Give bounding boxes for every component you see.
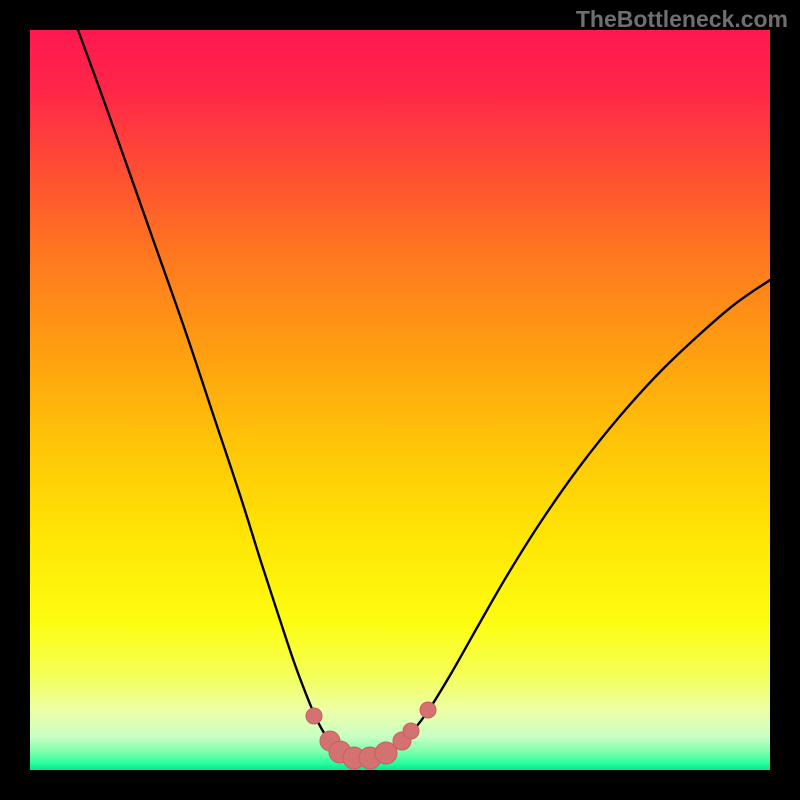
chart-plot-area: [30, 30, 770, 770]
data-marker: [306, 708, 322, 724]
data-marker: [420, 702, 436, 718]
gradient-background: [30, 30, 770, 770]
chart-svg: [30, 30, 770, 770]
data-marker: [403, 723, 419, 739]
chart-outer-frame: TheBottleneck.com: [0, 0, 800, 800]
watermark-text: TheBottleneck.com: [576, 6, 788, 33]
